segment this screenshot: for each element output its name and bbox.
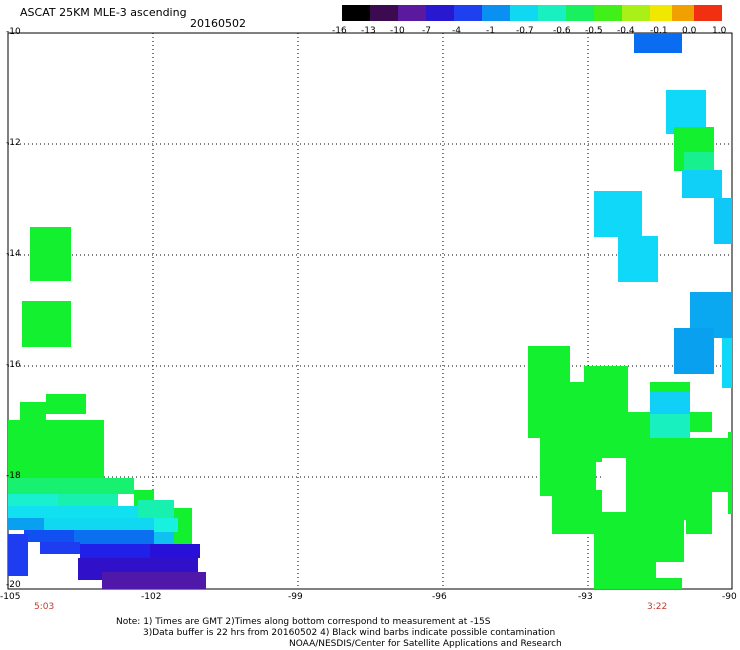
lon-label: -96 bbox=[432, 592, 447, 602]
product-date: 20160502 bbox=[190, 17, 246, 30]
colorbar-tick: -7 bbox=[422, 26, 431, 36]
colorbar-tick: -0.6 bbox=[553, 26, 571, 36]
lat-label: -20 bbox=[6, 580, 21, 590]
lat-label: -18 bbox=[6, 471, 21, 481]
lat-label: -14 bbox=[6, 249, 21, 259]
grid-lines bbox=[8, 33, 732, 589]
colorbar-tick: 1.0 bbox=[712, 26, 727, 36]
colorbar-tick: -1 bbox=[486, 26, 495, 36]
lat-label: -12 bbox=[6, 138, 21, 148]
lat-label: -10 bbox=[6, 27, 21, 37]
colorbar-tick: -4 bbox=[452, 26, 461, 36]
footnote-line-3: NOAA/NESDIS/Center for Satellite Applica… bbox=[289, 639, 562, 649]
lat-label: -16 bbox=[6, 360, 21, 370]
footnote-line-1: Note: 1) Times are GMT 2)Times along bot… bbox=[116, 617, 491, 627]
time-label-left: 5:03 bbox=[34, 602, 55, 612]
footnote-line-2: 3)Data buffer is 22 hrs from 20160502 4)… bbox=[143, 628, 556, 638]
colorbar-tick: -0.1 bbox=[650, 26, 668, 36]
time-label-right: 3:22 bbox=[647, 602, 668, 612]
lon-label: -102 bbox=[141, 592, 162, 602]
lon-label: -93 bbox=[578, 592, 593, 602]
colorbar bbox=[342, 5, 722, 21]
lon-label: -105 bbox=[0, 592, 21, 602]
colorbar-tick: 0.0 bbox=[682, 26, 697, 36]
lon-label: -90 bbox=[722, 592, 737, 602]
colorbar-tick: -0.5 bbox=[585, 26, 603, 36]
colorbar-tick: -0.4 bbox=[617, 26, 635, 36]
left-swath-data bbox=[8, 227, 206, 589]
right-swath-data bbox=[528, 33, 732, 589]
colorbar-tick: -16 bbox=[332, 26, 347, 36]
colorbar-tick: -10 bbox=[390, 26, 405, 36]
lon-label: -99 bbox=[288, 592, 303, 602]
colorbar-tick: -0.7 bbox=[516, 26, 534, 36]
product-title: ASCAT 25KM MLE-3 ascending bbox=[20, 6, 187, 19]
colorbar-tick: -13 bbox=[361, 26, 376, 36]
